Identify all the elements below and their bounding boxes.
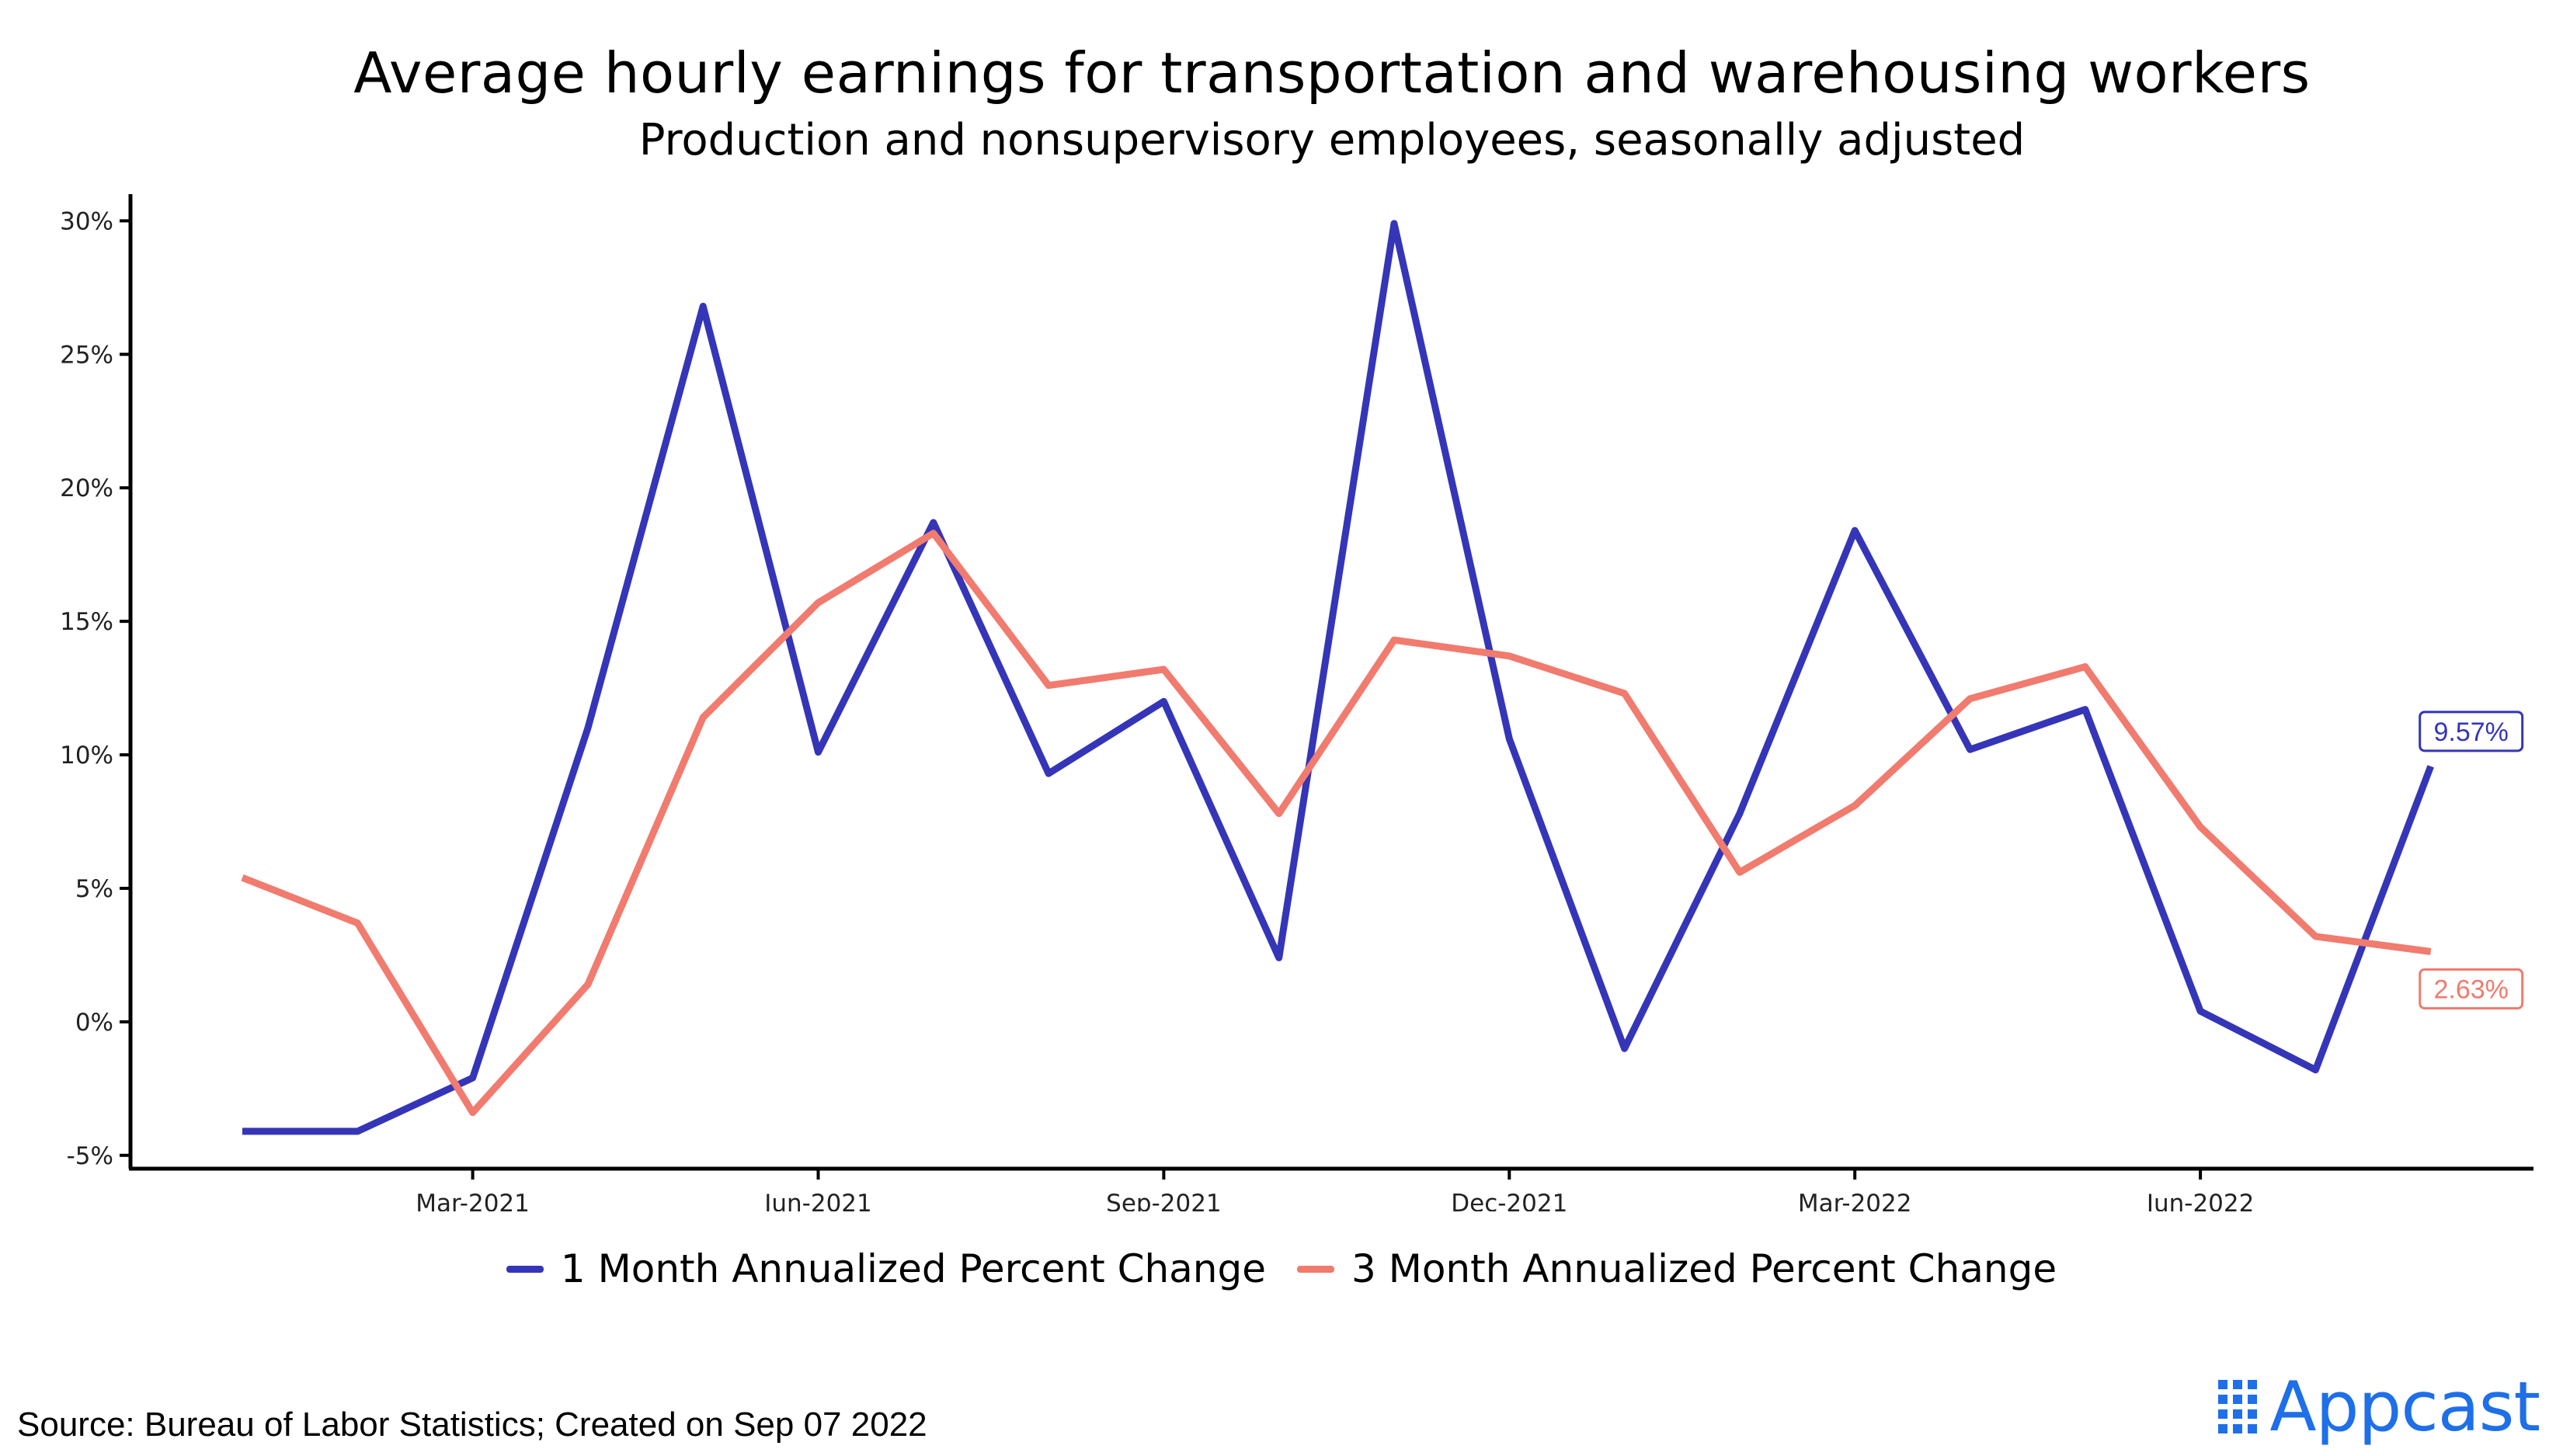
end-label-1-month: 9.57% [2433,718,2508,747]
x-tick-label: Sep-2021 [1106,1190,1222,1211]
y-tick-label: 5% [75,875,113,903]
y-tick-label: 20% [60,474,113,502]
y-tick-label: 15% [60,608,113,636]
y-axis-ticks: -5% 0% 5% 10% 15% 20% 25% 30% [60,207,130,1170]
legend: 1 Month Annualized Percent Change 3 Mont… [0,1246,2563,1291]
legend-label-1-month: 1 Month Annualized Percent Change [560,1246,1266,1291]
x-tick-label: Jun-2021 [763,1190,872,1211]
y-tick-label: 30% [60,207,113,235]
chart-subtitle: Production and nonsupervisory employees,… [638,115,2026,165]
end-labels: 9.57% 2.63% [2419,711,2524,1009]
x-tick-label: Mar-2021 [416,1190,530,1211]
chart-axes [128,194,2533,1171]
y-tick-label: 25% [60,341,113,369]
end-label-box-1-month [2419,711,2524,752]
series-lines [241,220,2434,1135]
appcast-logo: Appcast [2218,1367,2540,1447]
y-tick-label: 10% [60,742,113,770]
end-label-3-month: 2.63% [2433,975,2508,1004]
line-chart: -5% 0% 5% 10% 15% 20% 25% 30% Mar-2021 Jun-2021 S… [60,194,2533,1211]
y-tick-label: 0% [75,1009,113,1037]
appcast-logo-icon [2218,1380,2258,1433]
x-tick-label: Jun-2022 [2145,1190,2255,1211]
appcast-logo-text: Appcast [2269,1367,2540,1447]
x-tick-label: Mar-2022 [1798,1190,1912,1211]
legend-swatch-3-month [1297,1265,1334,1273]
legend-item-3-month: 3 Month Annualized Percent Change [1297,1246,2057,1291]
chart-title: Average hourly earnings for transportati… [353,40,2311,106]
series-line-3-month [241,530,2432,1117]
y-tick-label: -5% [67,1142,113,1170]
legend-swatch-1-month [506,1265,544,1273]
series-line-1-month [242,220,2434,1135]
x-axis-ticks: Mar-2021 Jun-2021 Sep-2021 Dec-2021 Mar-2022… [416,1169,2254,1211]
x-tick-label: Dec-2021 [1451,1190,1567,1211]
end-label-box-3-month [2419,968,2524,1009]
legend-label-3-month: 3 Month Annualized Percent Change [1351,1246,2057,1291]
source-note: Source: Bureau of Labor Statistics; Crea… [17,1406,927,1444]
legend-item-1-month: 1 Month Annualized Percent Change [506,1246,1266,1291]
